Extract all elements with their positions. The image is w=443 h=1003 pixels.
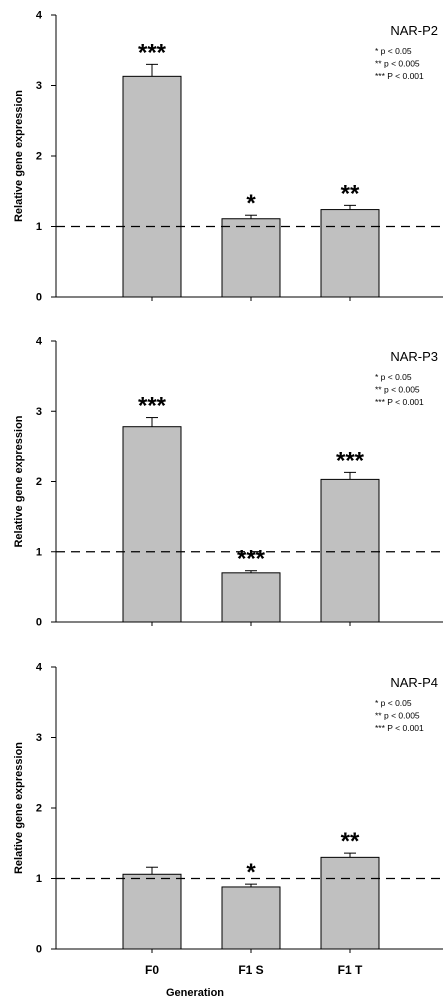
legend-line: *** P < 0.001 [375,71,424,81]
significance-mark: ** [341,180,360,207]
y-axis-label: Relative gene expression [13,90,25,222]
significance-mark: *** [237,546,266,573]
legend-line: *** P < 0.001 [375,723,424,733]
bar [122,426,182,623]
y-tick-label: 1 [36,221,42,233]
bar [320,209,380,298]
y-tick-label: 1 [36,873,42,885]
y-tick-label: 4 [36,336,43,348]
legend-line: *** P < 0.001 [375,397,424,407]
significance-mark: * [246,190,256,217]
bar [221,572,281,623]
y-tick-label: 4 [36,662,43,674]
y-tick-label: 3 [36,732,42,744]
legend-line: * p < 0.05 [375,372,412,382]
significance-mark: *** [336,447,365,474]
y-tick-label: 1 [36,546,42,558]
legend-line: ** p < 0.005 [375,59,420,69]
y-tick-label: 2 [36,476,42,488]
bar [221,886,281,950]
y-axis-label: Relative gene expression [13,742,25,874]
y-tick-label: 0 [36,944,42,956]
significance-mark: *** [138,39,167,66]
panel-title: NAR-P2 [390,23,438,38]
y-tick-label: 3 [36,80,42,92]
significance-mark: *** [138,393,167,420]
bar [221,218,281,298]
significance-mark: ** [341,828,360,855]
x-tick-label: F1 T [338,963,363,977]
y-tick-label: 4 [36,10,43,22]
x-tick-label: F1 S [238,963,263,977]
panel-title: NAR-P4 [390,675,438,690]
y-tick-label: 3 [36,406,42,418]
panel-title: NAR-P3 [390,349,438,364]
y-tick-label: 2 [36,151,42,163]
x-axis-label: Generation [166,987,224,999]
y-tick-label: 0 [36,617,42,629]
bar [320,856,380,950]
legend-line: ** p < 0.005 [375,385,420,395]
y-tick-label: 2 [36,803,42,815]
y-tick-label: 0 [36,292,42,304]
bar [122,75,182,298]
bar [320,478,380,623]
bar [122,873,182,950]
legend-line: * p < 0.05 [375,698,412,708]
y-axis-label: Relative gene expression [13,415,25,547]
legend-line: * p < 0.05 [375,46,412,56]
significance-mark: * [246,859,256,886]
legend-line: ** p < 0.005 [375,711,420,721]
x-tick-label: F0 [145,963,159,977]
